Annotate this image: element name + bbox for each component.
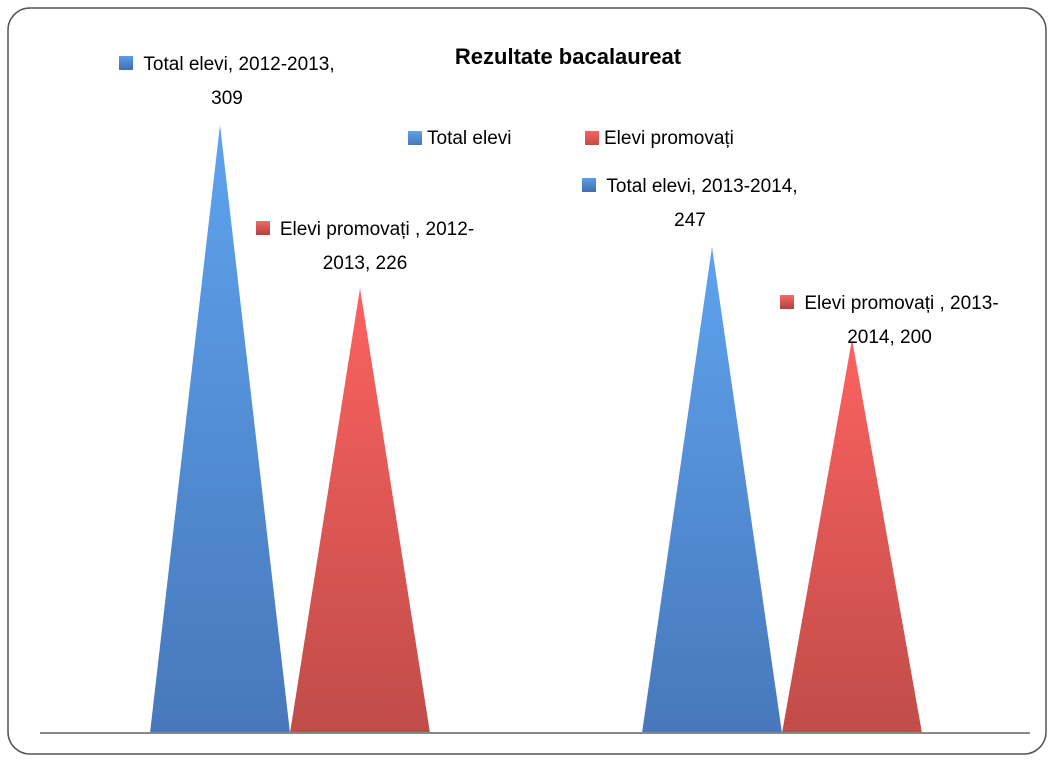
data-label: Elevi promovați , 2012-2013, 226 xyxy=(250,213,480,281)
data-label: Elevi promovați , 2013-2014, 200 xyxy=(772,287,1007,355)
legend-label: Elevi promovați xyxy=(604,128,734,149)
chart-title: Rezultate bacalaureat xyxy=(455,44,682,69)
legend-label: Total elevi xyxy=(427,128,512,149)
bar xyxy=(642,246,782,734)
legend-swatch xyxy=(585,131,599,145)
bar xyxy=(782,339,922,733)
data-label: Total elevi, 2012-2013, 309 xyxy=(112,48,342,116)
data-label: Total elevi, 2013-2014, 247 xyxy=(575,170,805,238)
legend-swatch xyxy=(408,131,422,145)
bar xyxy=(290,288,430,733)
bar xyxy=(150,124,290,733)
